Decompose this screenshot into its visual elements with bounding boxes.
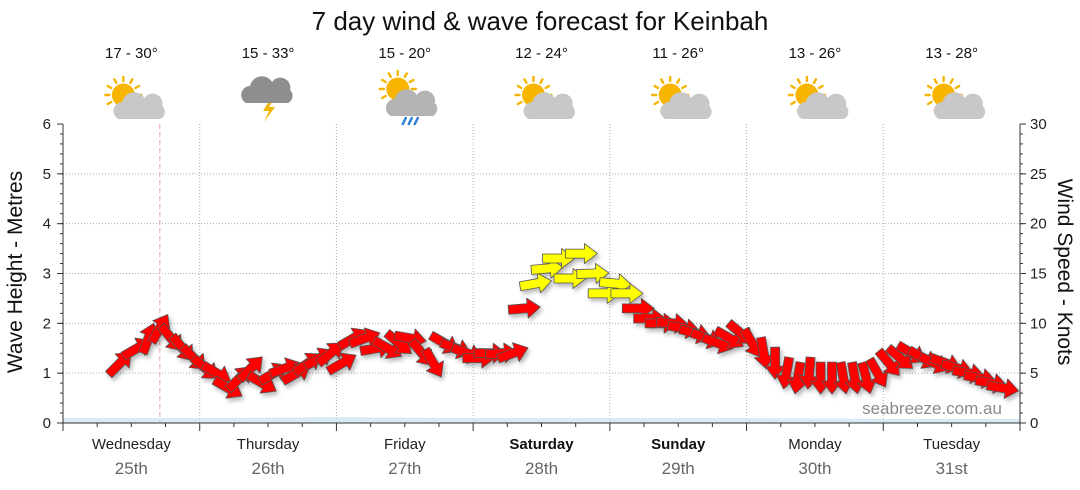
partly-cloudy-icon [787,75,849,119]
y-left-tick-label: 6 [43,116,51,133]
temp-range: 11 - 26° [652,45,704,62]
y-right-tick-label: 5 [1030,365,1038,382]
wind-arrow [518,272,552,294]
temp-range: 13 - 26° [789,45,842,62]
wind-arrow [371,336,402,359]
wind-arrow [610,282,644,304]
y-left-tick-label: 5 [43,166,51,183]
wind-arrow [236,356,263,384]
temp-range: 15 - 20° [378,45,431,62]
wind-arrow [565,243,598,265]
storm-icon [241,76,293,122]
wind-arrow [712,326,744,349]
temp-range: 13 - 28° [925,45,978,62]
wind-arrow [496,342,529,364]
wind-arrow [884,344,914,369]
x-day-label: Friday [384,436,426,453]
y-axis-left-label: Wave Height - Metres [4,171,27,373]
wind-arrow [874,347,900,376]
wind-arrow [421,346,444,378]
x-day-label: Tuesday [923,436,980,453]
x-date-label: 31st [936,459,968,478]
x-date-label: 26th [252,459,285,478]
x-day-label: Monday [788,436,842,453]
y-left-tick-label: 0 [43,415,51,432]
wind-arrow [821,361,843,395]
y-right-tick-label: 0 [1030,415,1038,432]
wave-height-area [63,417,1020,423]
y-right-tick-label: 25 [1030,166,1047,183]
partly-cloudy-icon [651,75,712,119]
x-day-label: Saturday [509,436,574,453]
wind-arrow [507,297,541,319]
watermark: seabreeze.com.au [862,399,1002,418]
wind-arrow [865,356,889,388]
wind-arrow [325,352,357,376]
x-day-label: Thursday [237,436,300,453]
x-date-label: 25th [115,459,148,478]
x-day-label: Wednesday [92,436,171,453]
partly-cloudy-icon [514,75,575,119]
y-right-tick-label: 10 [1030,315,1047,332]
wind-arrow [753,336,775,370]
y-right-tick-label: 20 [1030,216,1047,233]
wind-arrow [985,378,1020,399]
sun-cloud-rain-icon [378,69,438,126]
y-left-tick-label: 2 [43,315,51,332]
y-axis-right-label: Wind Speed - Knots [1053,179,1076,366]
wind-arrow [315,342,344,368]
x-date-label: 30th [798,459,831,478]
x-date-label: 29th [662,459,695,478]
x-date-label: 28th [525,459,558,478]
partly-cloudy-icon [924,75,986,119]
temp-range: 15 - 33° [242,45,295,62]
partly-cloudy-icon [104,75,165,119]
x-date-label: 27th [388,459,421,478]
temp-range: 17 - 30° [105,45,158,62]
wind-arrow [787,361,808,395]
y-right-tick-label: 15 [1030,266,1047,283]
wind-arrow [587,282,621,304]
temp-range: 12 - 24° [515,45,568,62]
y-left-tick-label: 1 [43,365,51,382]
x-day-label: Sunday [651,436,706,453]
wind-arrow [621,297,655,319]
y-left-tick-label: 3 [43,266,51,283]
chart-title: 7 day wind & wave forecast for Keinbah [312,6,769,36]
wind-arrow [764,346,786,380]
y-right-tick-label: 30 [1030,116,1047,133]
y-left-tick-label: 4 [43,216,51,233]
